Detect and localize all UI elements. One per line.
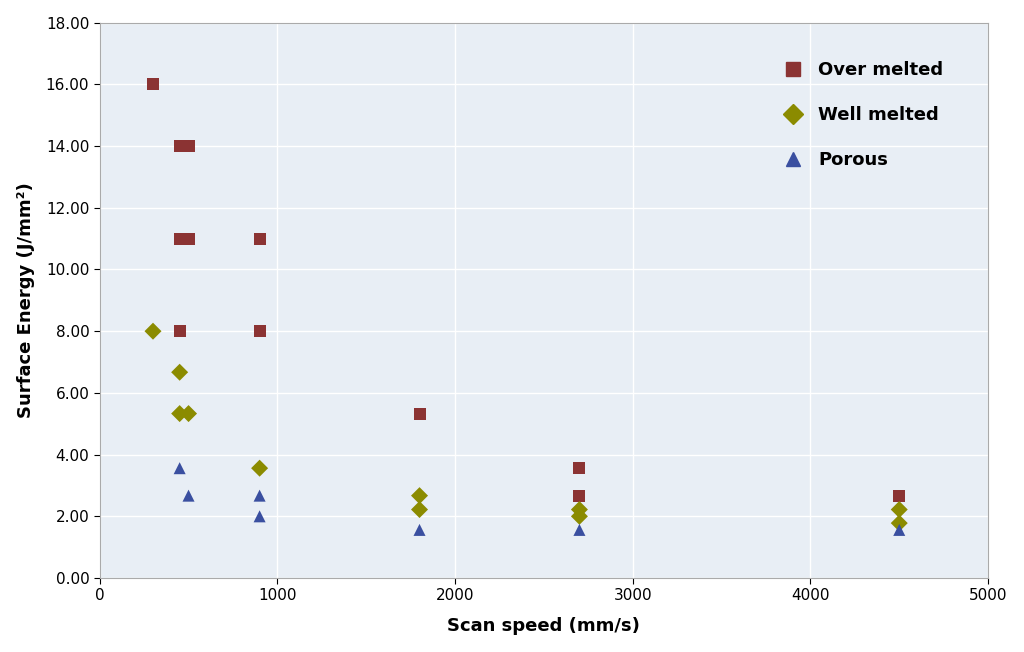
Over melted bbox=[171, 326, 187, 336]
Well melted bbox=[180, 408, 197, 419]
Over melted bbox=[252, 326, 268, 336]
Over melted bbox=[180, 233, 197, 244]
Porous bbox=[412, 525, 428, 535]
Over melted bbox=[144, 79, 161, 89]
Over melted bbox=[891, 490, 907, 501]
Porous bbox=[252, 490, 268, 501]
Over melted bbox=[571, 463, 588, 473]
Well melted bbox=[891, 518, 907, 528]
Well melted bbox=[144, 326, 161, 336]
Well melted bbox=[412, 504, 428, 514]
Over melted bbox=[571, 490, 588, 501]
Y-axis label: Surface Energy (J/mm²): Surface Energy (J/mm²) bbox=[16, 183, 35, 418]
Porous bbox=[171, 463, 187, 473]
Porous bbox=[891, 525, 907, 535]
Well melted bbox=[891, 504, 907, 514]
Well melted bbox=[571, 504, 588, 514]
Over melted bbox=[171, 233, 187, 244]
Well melted bbox=[171, 367, 187, 378]
Over melted bbox=[412, 408, 428, 419]
Over melted bbox=[252, 233, 268, 244]
Over melted bbox=[180, 141, 197, 151]
Over melted bbox=[171, 141, 187, 151]
X-axis label: Scan speed (mm/s): Scan speed (mm/s) bbox=[447, 617, 640, 635]
Well melted bbox=[171, 408, 187, 419]
Porous bbox=[571, 525, 588, 535]
Well melted bbox=[412, 490, 428, 501]
Porous bbox=[252, 511, 268, 522]
Well melted bbox=[571, 511, 588, 522]
Porous bbox=[180, 490, 197, 501]
Well melted bbox=[252, 463, 268, 473]
Legend: Over melted, Well melted, Porous: Over melted, Well melted, Porous bbox=[764, 43, 962, 187]
